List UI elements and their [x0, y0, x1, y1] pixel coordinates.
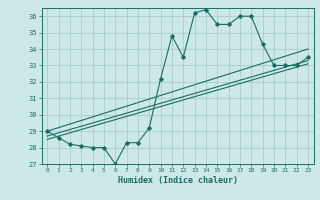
- X-axis label: Humidex (Indice chaleur): Humidex (Indice chaleur): [118, 176, 237, 185]
